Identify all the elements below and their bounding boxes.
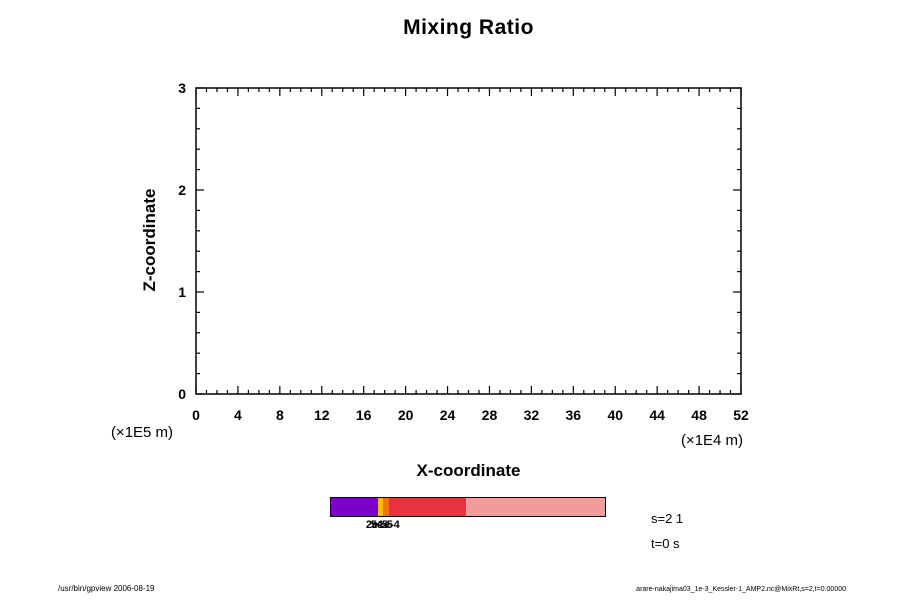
x-tick-label: 32	[524, 407, 540, 423]
x-tick-label: 8	[276, 407, 284, 423]
y-tick-label: 3	[178, 80, 186, 96]
x-tick-label: 20	[398, 407, 414, 423]
x-tick-label: 16	[356, 407, 372, 423]
y-axis-title: Z-coordinate	[140, 188, 159, 292]
x-tick-label: 48	[691, 407, 707, 423]
colorbar-level-label: 5e-5	[370, 519, 393, 531]
colorbar-segment	[331, 498, 378, 516]
x-tick-label: 36	[566, 407, 582, 423]
y-tick-label: 1	[178, 284, 186, 300]
colorbar-level-label: 2e-5	[365, 519, 388, 531]
colorbar-segment	[389, 498, 466, 516]
colorbar-level-label: 1e-4	[377, 519, 400, 531]
x-tick-label: 0	[192, 407, 200, 423]
x-axis-unit: (×1E4 m)	[680, 432, 744, 449]
x-tick-label: 12	[314, 407, 330, 423]
x-tick-label: 28	[482, 407, 498, 423]
chart-title: Mixing Ratio	[403, 16, 534, 39]
y-tick-label: 2	[178, 182, 186, 198]
x-tick-label: 4	[234, 407, 242, 423]
x-tick-label: 44	[649, 407, 665, 423]
colorbar	[330, 497, 606, 517]
x-tick-label: 52	[733, 407, 749, 423]
colorbar-segment	[382, 498, 390, 516]
plot-frame	[195, 87, 742, 395]
s-annotation: s=2 1	[651, 511, 684, 526]
x-tick-label: 40	[607, 407, 623, 423]
footer-filename: arare-nakajima03_1e-3_Kessler-1_AMP2.nc@…	[636, 586, 846, 593]
colorbar-labels: 2e-5 5e-5 1e-4	[330, 519, 606, 533]
t-annotation: t=0 s	[651, 536, 680, 551]
y-tick-label: 0	[178, 386, 186, 402]
footer-command: /usr/bin/gpview 2006-08-19	[58, 584, 155, 593]
colorbar-segment	[377, 498, 383, 516]
x-axis-title: X-coordinate	[416, 461, 521, 480]
x-tick-label: 24	[440, 407, 456, 423]
colorbar-segment	[465, 498, 605, 516]
y-axis-unit: (×1E5 m)	[110, 424, 174, 441]
